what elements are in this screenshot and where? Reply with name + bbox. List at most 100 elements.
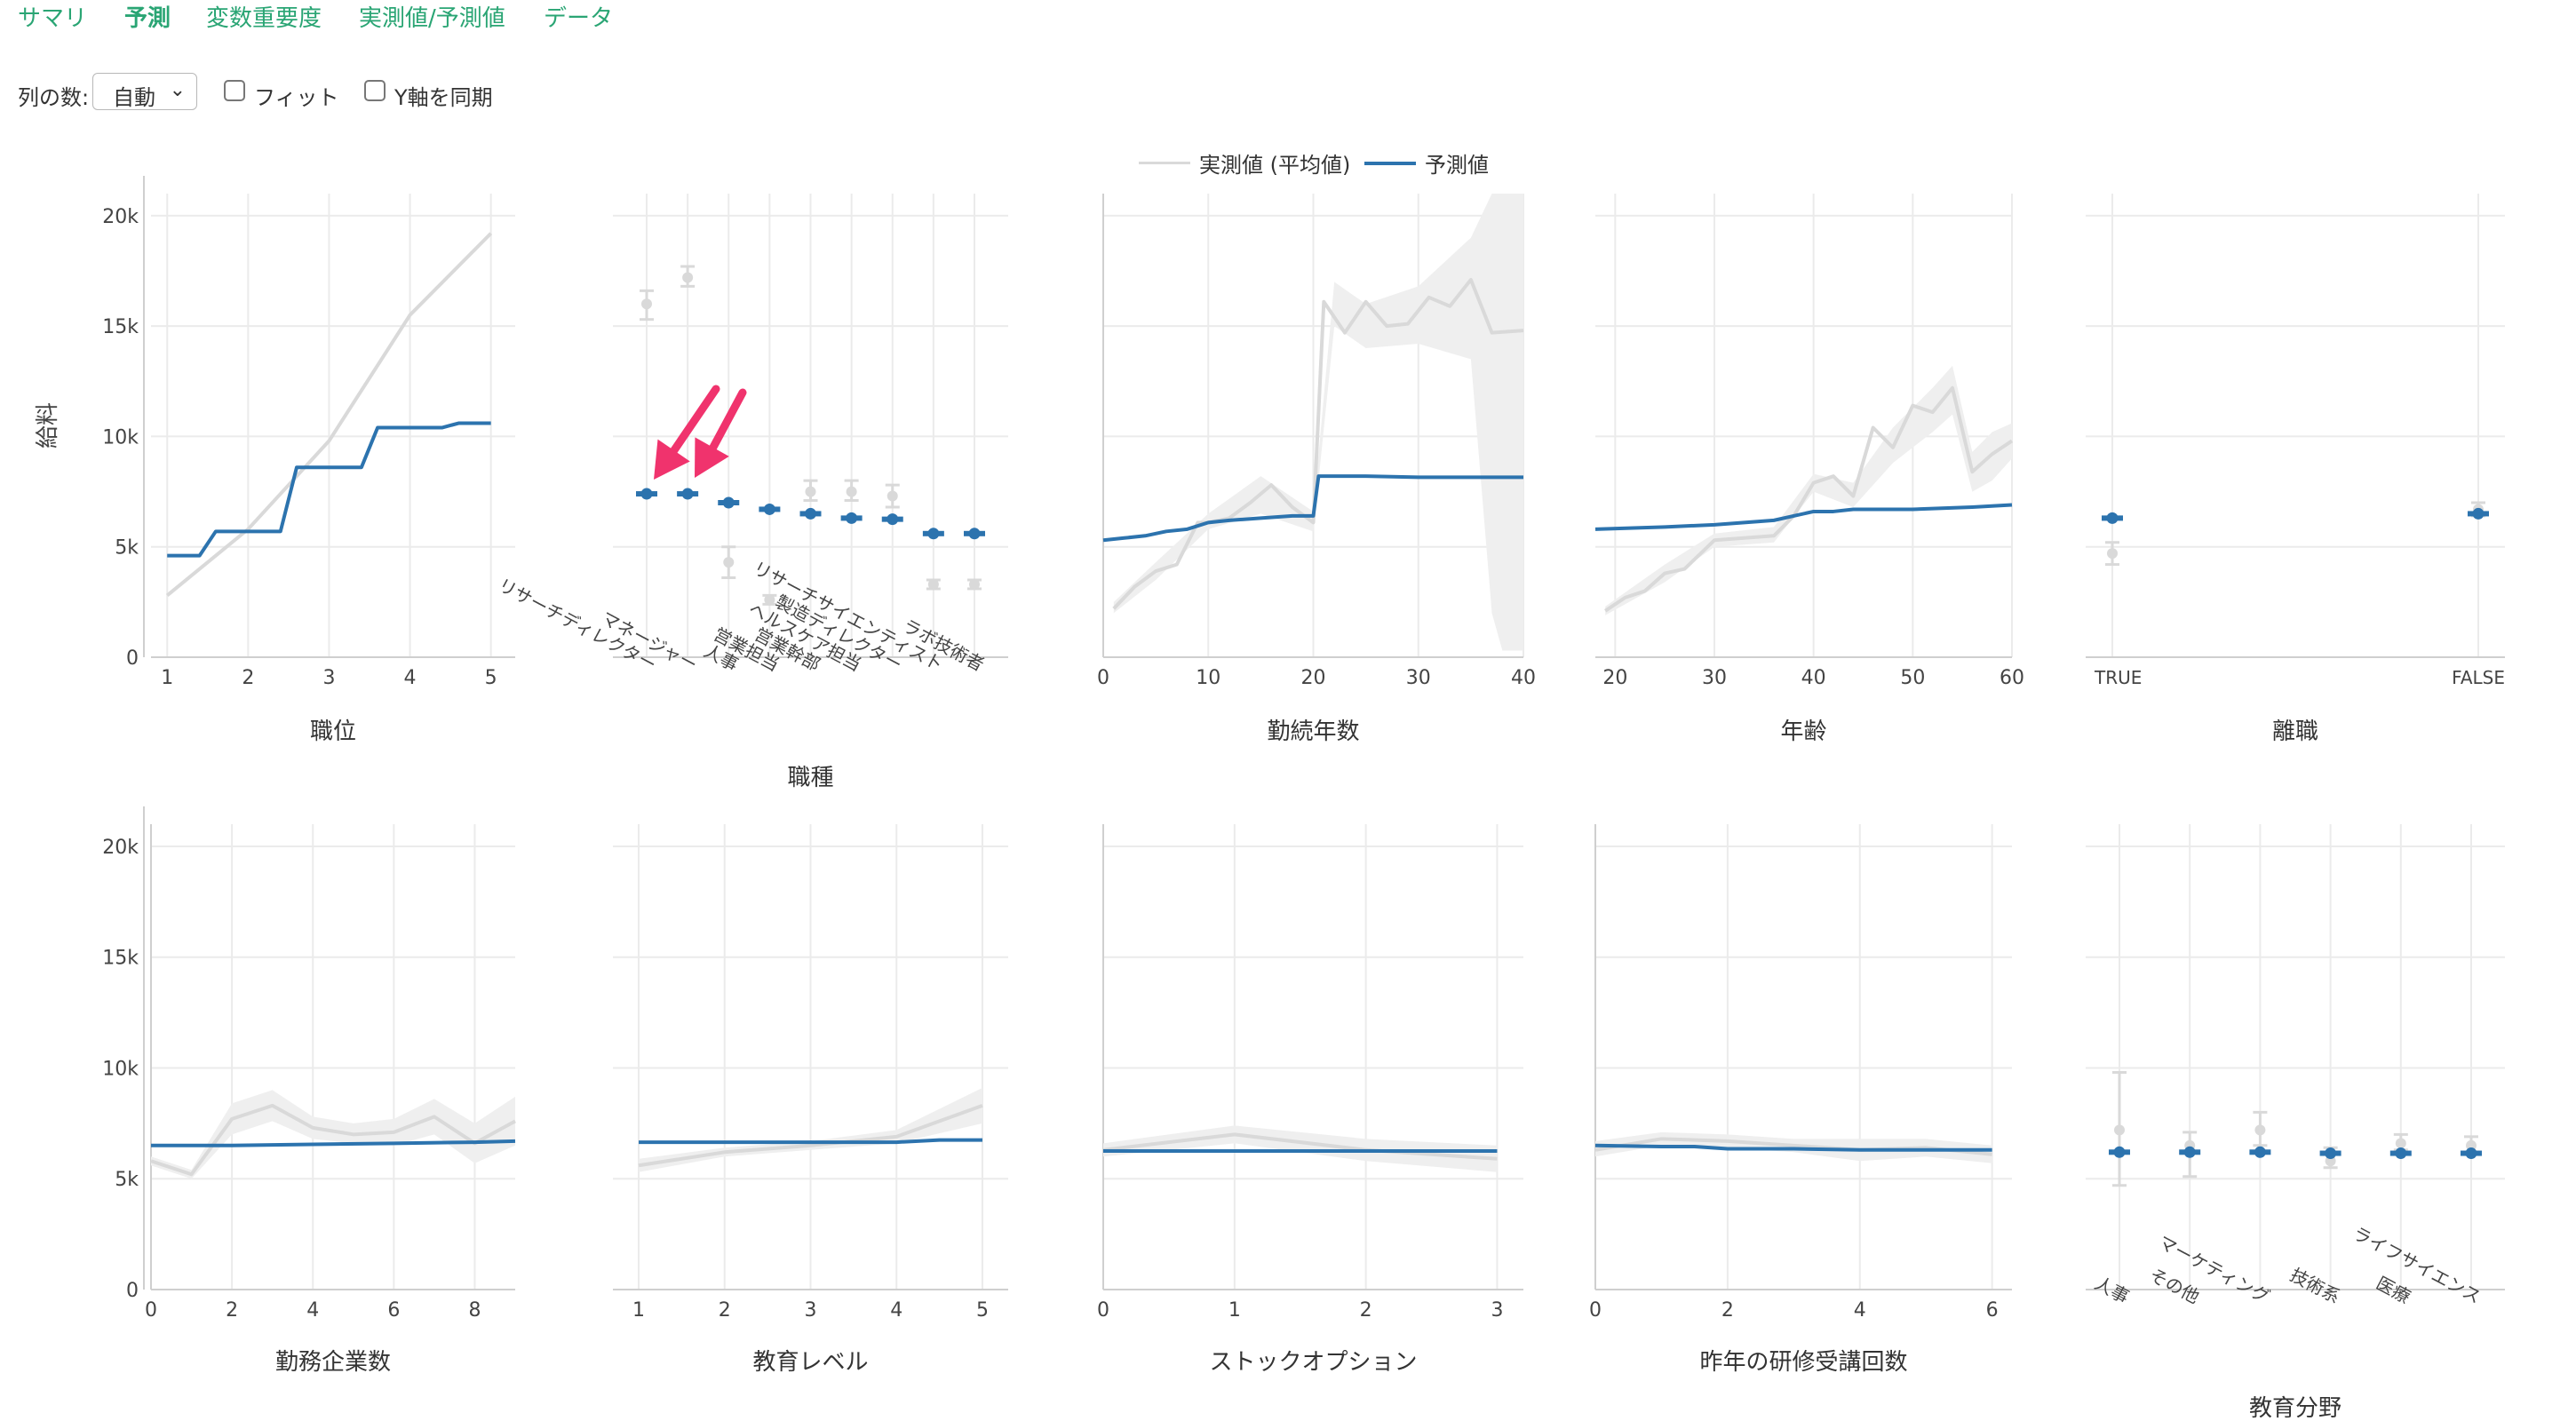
predicted-point — [681, 488, 694, 500]
actual-series-line — [1604, 385, 2014, 613]
x-axis-label: ストックオプション — [1209, 1349, 1417, 1376]
x-tick-label: 6 — [387, 1299, 400, 1322]
predicted-series-line — [167, 421, 491, 558]
predicted-point — [2183, 1146, 2196, 1158]
x-axis-label: 職位 — [310, 718, 356, 745]
x-tick-label: 1 — [1228, 1299, 1241, 1322]
y-tick-label: 10k — [102, 1058, 139, 1080]
x-tick-label: 10 — [1196, 667, 1220, 689]
predicted-point — [2465, 1147, 2477, 1160]
legend-predicted-swatch — [1364, 162, 1416, 165]
x-tick-label: 0 — [1097, 1299, 1109, 1322]
chart-panel-4: 20 30 40 50 60 年齢 — [1594, 194, 2024, 745]
actual-point — [2114, 1124, 2125, 1136]
predicted-point — [2106, 512, 2119, 524]
chart-panel-1: 0 5k 10k 15k 20k 給料 1 2 3 4 5 職位 — [35, 176, 515, 745]
actual-point — [927, 578, 939, 590]
x-tick-label: 30 — [1702, 667, 1727, 689]
predicted-point — [927, 528, 940, 540]
predicted-point — [2395, 1147, 2407, 1160]
x-tick-label: 8 — [468, 1299, 481, 1322]
sync-y-label: Y軸を同期 — [394, 85, 493, 110]
predicted-point — [2325, 1147, 2337, 1160]
x-axis-label: 離職 — [2272, 718, 2318, 745]
x-tick-label: 0 — [145, 1299, 157, 1322]
y-tick-label: 0 — [126, 647, 139, 670]
annotation-arrow-icon — [695, 388, 747, 478]
actual-point — [682, 272, 694, 283]
predicted-point — [886, 513, 899, 526]
y-tick-label: 20k — [102, 837, 139, 859]
chart-panel-7: 1 2 3 4 5 教育レベル — [613, 824, 1008, 1376]
x-tick-label: 2 — [242, 667, 254, 689]
x-axis-label: 勤続年数 — [1267, 718, 1359, 745]
actual-point — [969, 578, 980, 590]
x-tick-label: 0 — [1097, 667, 1109, 689]
x-tick-label: 0 — [1589, 1299, 1602, 1322]
x-tick-label: 20 — [1602, 667, 1627, 689]
actual-series-line — [165, 232, 493, 597]
legend-predicted-label: 予測値 — [1425, 153, 1489, 178]
y-tick-label: 0 — [126, 1280, 139, 1302]
predicted-point — [640, 488, 653, 500]
x-tick-label: 2 — [1360, 1299, 1372, 1322]
legend-actual-swatch — [1139, 162, 1190, 164]
columns-select[interactable]: 自動 ⌄ — [92, 73, 197, 110]
x-axis-label: 勤務企業数 — [275, 1349, 391, 1376]
x-axis-label: 昨年の研修受講回数 — [1699, 1349, 1907, 1376]
x-tick-label: 3 — [1491, 1299, 1503, 1322]
y-tick-label: 15k — [102, 948, 139, 970]
tab-actual-vs-predicted[interactable]: 実測値/予測値 — [359, 5, 505, 32]
x-tick-label: 1 — [632, 1299, 645, 1322]
x-tick-label: 3 — [805, 1299, 817, 1322]
x-axis-label: 教育分野 — [2249, 1395, 2341, 1421]
actual-confidence-band — [151, 1090, 515, 1179]
x-tick-label: 4 — [1854, 1299, 1866, 1322]
tab-data[interactable]: データ — [544, 5, 614, 32]
actual-point — [2107, 548, 2118, 560]
x-tick-label: FALSE — [2452, 667, 2505, 688]
fit-checkbox[interactable] — [224, 80, 245, 101]
x-tick-label: 50 — [1900, 667, 1925, 689]
actual-series-line — [1594, 1137, 1992, 1156]
x-tick-label: 40 — [1511, 667, 1536, 689]
predicted-series-line — [1594, 503, 2013, 531]
predicted-point — [763, 503, 775, 515]
chart-panel-6: 0 5k 10k 15k 20k 0 2 4 6 8 勤務企業数 — [102, 806, 516, 1376]
arrow-head — [654, 439, 690, 480]
x-tick-label: 6 — [1986, 1299, 1999, 1322]
x-tick-label: 2 — [719, 1299, 731, 1322]
predicted-point — [2472, 507, 2485, 520]
sync-y-checkbox[interactable]: ✓ — [364, 80, 386, 101]
x-tick-label: ライフサイエンス — [2349, 1222, 2485, 1307]
x-axis-label: 教育レベル — [752, 1349, 868, 1376]
tab-variable-importance[interactable]: 変数重要度 — [206, 5, 322, 32]
check-icon: ✓ — [370, 80, 385, 101]
predicted-point — [805, 507, 816, 520]
actual-point — [764, 594, 775, 606]
x-tick-label: 2 — [226, 1299, 238, 1322]
x-tick-label: 2 — [1721, 1299, 1734, 1322]
actual-point — [886, 490, 898, 502]
x-tick-label: TRUE — [2094, 667, 2142, 688]
chevron-down-icon: ⌄ — [169, 79, 186, 101]
x-tick-label: 3 — [322, 667, 335, 689]
actual-point — [2254, 1124, 2266, 1136]
tab-prediction[interactable]: 予測 — [124, 5, 171, 32]
annotation-arrow-icon — [654, 385, 720, 480]
columns-label: 列の数: — [18, 85, 90, 110]
x-tick-label: 4 — [404, 667, 417, 689]
predicted-point — [968, 528, 981, 540]
chart-panel-5: TRUE FALSE 離職 — [2086, 194, 2505, 745]
tab-summary[interactable]: サマリ — [18, 5, 88, 32]
actual-series-line — [1102, 1132, 1498, 1161]
y-tick-label: 15k — [102, 316, 139, 338]
predicted-point — [2254, 1146, 2266, 1158]
predicted-point — [846, 512, 858, 524]
predicted-point — [2113, 1146, 2126, 1158]
actual-point — [723, 557, 735, 568]
arrow-head — [695, 437, 729, 478]
x-tick-label: 4 — [890, 1299, 902, 1322]
